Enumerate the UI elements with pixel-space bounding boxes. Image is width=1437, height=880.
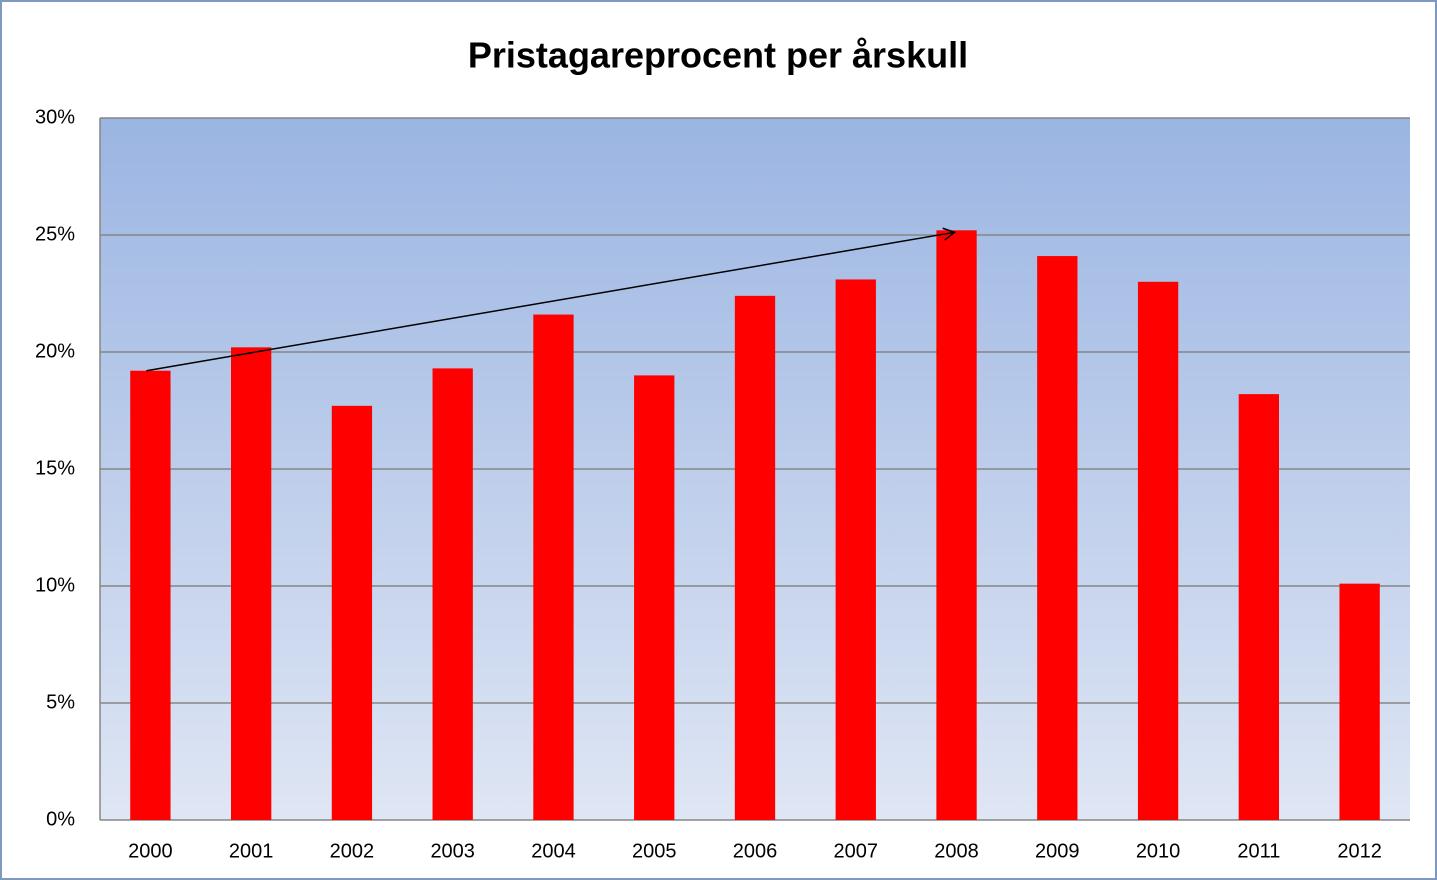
y-tick-label: 30%	[35, 106, 75, 128]
trend-arrow	[146, 227, 957, 372]
bar	[1137, 281, 1179, 820]
bar	[432, 368, 473, 820]
x-tick-label: 2009	[1035, 840, 1080, 862]
bar	[835, 279, 876, 821]
x-tick-label: 2002	[330, 840, 375, 862]
y-tick-label: 5%	[46, 691, 75, 713]
bar	[231, 347, 272, 820]
x-tick-label: 2005	[632, 840, 677, 862]
bar	[1238, 394, 1279, 820]
chart-title: Pristagareprocent per årskull	[468, 35, 968, 76]
bar	[1339, 583, 1380, 820]
bar	[936, 230, 977, 820]
y-tick-label: 20%	[35, 340, 75, 362]
bar	[634, 375, 675, 820]
x-tick-label: 2008	[934, 840, 979, 862]
y-tick-label: 25%	[35, 223, 75, 245]
bar	[533, 314, 574, 820]
x-tick-label: 2003	[430, 840, 475, 862]
bar	[734, 295, 776, 821]
x-tick-label: 2004	[531, 840, 576, 862]
y-tick-label: 15%	[35, 457, 75, 479]
y-tick-label: 0%	[46, 808, 75, 830]
x-tick-label: 2006	[733, 840, 778, 862]
x-tick-label: 2007	[834, 840, 879, 862]
x-tick-label: 2012	[1337, 840, 1382, 862]
bar	[331, 405, 373, 820]
x-tick-label: 2001	[229, 840, 274, 862]
bar	[1037, 256, 1078, 820]
x-tick-label: 2011	[1237, 840, 1280, 862]
y-tick-label: 10%	[35, 574, 75, 596]
bar	[130, 370, 171, 820]
x-tick-label: 2010	[1136, 840, 1181, 862]
x-tick-label: 2000	[128, 840, 173, 862]
